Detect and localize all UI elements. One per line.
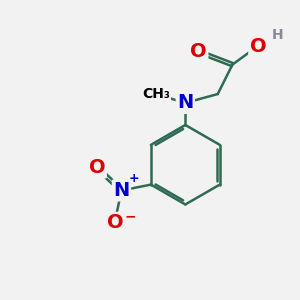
Text: O: O [190, 42, 207, 61]
Text: −: − [125, 209, 136, 223]
Text: O: O [250, 38, 266, 56]
Text: CH₃: CH₃ [142, 87, 170, 101]
Text: N: N [177, 93, 194, 112]
Text: H: H [272, 28, 283, 42]
Text: N: N [113, 181, 130, 200]
Text: O: O [107, 213, 124, 232]
Text: +: + [129, 172, 140, 185]
Text: O: O [89, 158, 105, 177]
